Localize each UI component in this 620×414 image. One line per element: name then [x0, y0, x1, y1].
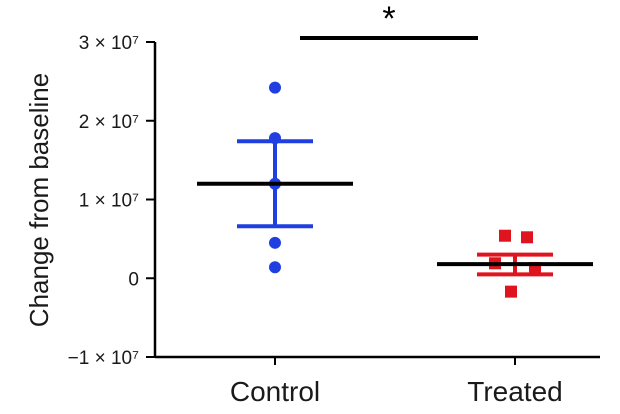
y-tick-label: −1 × 10⁷ [68, 348, 139, 369]
significance-label: * [382, 0, 395, 38]
axes [153, 42, 600, 359]
y-tick-label: 3 × 10⁷ [79, 33, 139, 54]
data-point [269, 236, 281, 249]
data-marks [197, 81, 593, 298]
y-tick-label: 2 × 10⁷ [79, 112, 139, 133]
data-point [499, 229, 511, 242]
x-tick-label: Treated [467, 376, 562, 407]
data-point [269, 81, 281, 94]
data-point [505, 285, 517, 298]
y-tick-label: 1 × 10⁷ [79, 191, 139, 212]
data-point [269, 261, 281, 274]
category-labels: Control Treated [230, 357, 563, 407]
series-treated [437, 229, 593, 298]
y-tick-label: 0 [128, 269, 139, 290]
data-point [521, 231, 533, 244]
data-point [269, 132, 281, 145]
x-tick-label: Control [230, 376, 320, 407]
series-control [197, 81, 353, 274]
significance-annotation: * [300, 0, 478, 40]
y-ticks: 3 × 10⁷ 2 × 10⁷ 1 × 10⁷ 0 −1 × 10⁷ [68, 33, 155, 369]
y-axis-label: Change from baseline [24, 73, 54, 327]
